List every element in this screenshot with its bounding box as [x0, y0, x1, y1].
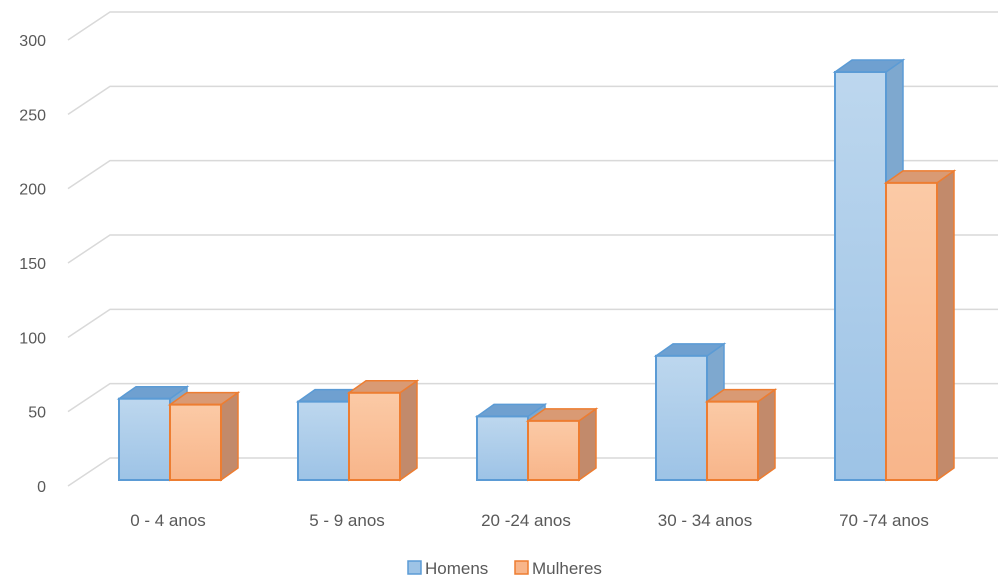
legend-swatch — [407, 560, 422, 575]
y-tick-label: 150 — [19, 256, 46, 273]
y-tick-label: 50 — [28, 405, 46, 422]
y-tick-label: 0 — [37, 479, 46, 496]
bar-front — [834, 71, 887, 481]
bar-mulheres-0 — [167, 391, 241, 482]
legend-swatch — [514, 560, 529, 575]
gridline — [67, 308, 998, 338]
legend-label: Mulheres — [532, 559, 602, 578]
bar-mulheres-1 — [346, 379, 420, 482]
bar-front — [169, 403, 222, 482]
bar-side — [757, 388, 776, 482]
bar-mulheres-4 — [883, 169, 957, 482]
bar-front — [706, 400, 759, 481]
legend: Homens Mulheres — [407, 559, 602, 578]
gridline — [67, 85, 998, 115]
bar-side — [936, 169, 955, 482]
gridline — [67, 11, 998, 41]
legend-item-mulheres: Mulheres — [514, 559, 602, 578]
gridline — [67, 159, 998, 190]
bar-front — [348, 391, 401, 482]
bar-front — [527, 419, 580, 482]
bar-front — [655, 354, 708, 481]
bar-front — [297, 400, 350, 481]
gridline — [67, 234, 998, 264]
legend-label: Homens — [425, 559, 488, 578]
x-category-label: 70 -74 anos — [839, 511, 929, 530]
bar-front — [118, 397, 171, 481]
x-category-label: 20 -24 anos — [481, 511, 571, 530]
x-category-label: 0 - 4 anos — [130, 511, 206, 530]
bar-side — [220, 391, 239, 482]
bar-front — [885, 181, 938, 481]
bar-mulheres-2 — [525, 407, 599, 482]
bars — [116, 58, 957, 482]
y-tick-label: 250 — [19, 107, 46, 124]
x-category-label: 5 - 9 anos — [309, 511, 385, 530]
legend-item-homens: Homens — [407, 559, 488, 578]
bar-side — [399, 379, 418, 482]
y-tick-label: 100 — [19, 330, 46, 347]
bar-mulheres-3 — [704, 388, 778, 482]
x-category-label: 30 - 34 anos — [658, 511, 753, 530]
bar-front — [476, 415, 529, 481]
gridlines — [67, 11, 998, 487]
y-tick-label: 300 — [19, 33, 46, 50]
x-axis-categories: 0 - 4 anos 5 - 9 anos 20 -24 anos 30 - 34 a… — [130, 511, 929, 530]
y-tick-label: 200 — [19, 182, 46, 199]
y-axis-ticks: 0 50 100 150 200 250 300 — [19, 33, 46, 496]
